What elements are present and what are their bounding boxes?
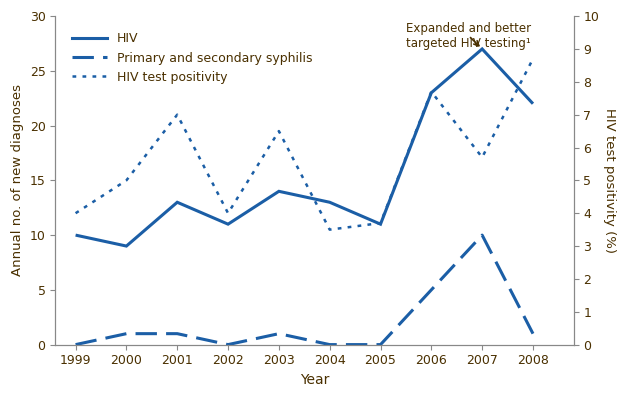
X-axis label: Year: Year [300,373,329,387]
Text: Expanded and better
targeted HIV testing¹: Expanded and better targeted HIV testing… [406,21,531,50]
Y-axis label: HIV test positivity (%): HIV test positivity (%) [603,108,616,253]
Y-axis label: Annual no. of new diagnoses: Annual no. of new diagnoses [11,84,24,276]
Legend: HIV, Primary and secondary syphilis, HIV test positivity: HIV, Primary and secondary syphilis, HIV… [61,22,322,94]
